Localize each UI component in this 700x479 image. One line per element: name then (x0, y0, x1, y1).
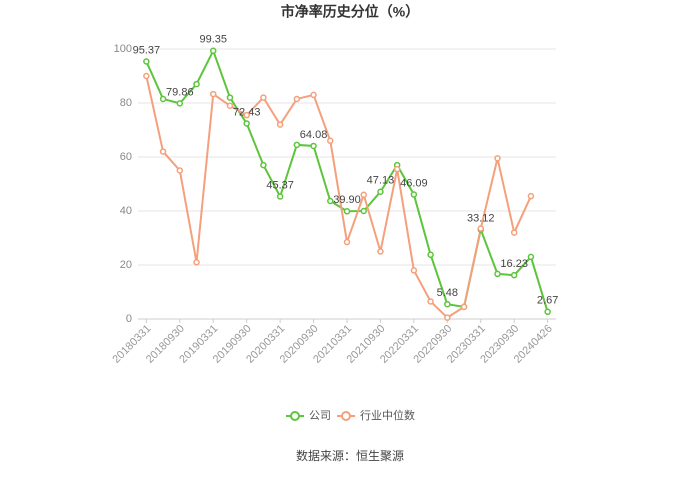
point (176, 100, 184, 107)
point (327, 197, 334, 205)
point (260, 161, 267, 169)
point (494, 155, 501, 162)
point (209, 90, 217, 98)
point (427, 298, 434, 305)
point (193, 259, 200, 266)
point (310, 142, 317, 150)
data-label: 2.67 (537, 295, 558, 307)
point (243, 120, 250, 127)
point (343, 208, 351, 215)
point (410, 267, 418, 274)
data-label: 95.37 (133, 44, 161, 56)
point (226, 102, 234, 109)
point (410, 191, 418, 198)
point (444, 300, 451, 308)
legend-label: 行业中位数 (360, 408, 415, 422)
point (544, 308, 551, 316)
point (276, 193, 284, 200)
point (293, 95, 301, 103)
point (527, 253, 535, 261)
point (460, 303, 468, 311)
point (159, 95, 167, 103)
data-label: 99.35 (199, 34, 227, 46)
data-label: 33.12 (467, 212, 495, 224)
point (143, 72, 150, 80)
y-tick-label: 40 (120, 205, 132, 217)
point (193, 80, 200, 88)
data-label: 79.86 (166, 86, 194, 98)
point (393, 165, 401, 173)
legend-marker (341, 411, 351, 421)
point (276, 121, 284, 128)
point (226, 94, 234, 101)
point (310, 91, 317, 99)
data-label: 46.09 (400, 177, 428, 189)
point (293, 141, 301, 149)
point (327, 137, 334, 145)
point (444, 314, 451, 321)
point (243, 111, 250, 119)
series-line (145, 75, 532, 319)
point (143, 58, 150, 65)
point (343, 238, 351, 246)
point (176, 167, 184, 174)
point (159, 148, 167, 155)
chart-title: 市净率历史分位（%） (281, 4, 419, 20)
data-label: 64.08 (300, 129, 328, 141)
y-tick-label: 60 (120, 151, 132, 163)
point (477, 225, 485, 232)
y-tick-label: 80 (120, 97, 132, 109)
point (209, 47, 217, 55)
source: 数据来源：恒生聚源 (296, 448, 404, 463)
series-line (145, 48, 549, 313)
point (494, 270, 501, 278)
y-tick-label: 0 (126, 313, 132, 325)
data-label: 47.13 (367, 175, 395, 187)
data-label: 5.48 (437, 287, 458, 299)
point (260, 94, 267, 101)
data-label: 39.90 (333, 194, 361, 206)
point (510, 271, 518, 279)
data-label: 16.23 (500, 258, 528, 270)
point (510, 229, 518, 236)
point (527, 192, 535, 200)
point (377, 248, 384, 255)
point (360, 207, 367, 215)
data-label: 45.37 (266, 179, 294, 191)
point (377, 188, 384, 195)
point (427, 251, 434, 258)
legend-label: 公司 (309, 410, 331, 422)
legend-marker (290, 411, 300, 421)
point (360, 191, 367, 199)
y-tick-label: 100 (114, 43, 132, 55)
y-tick-label: 20 (120, 259, 132, 271)
